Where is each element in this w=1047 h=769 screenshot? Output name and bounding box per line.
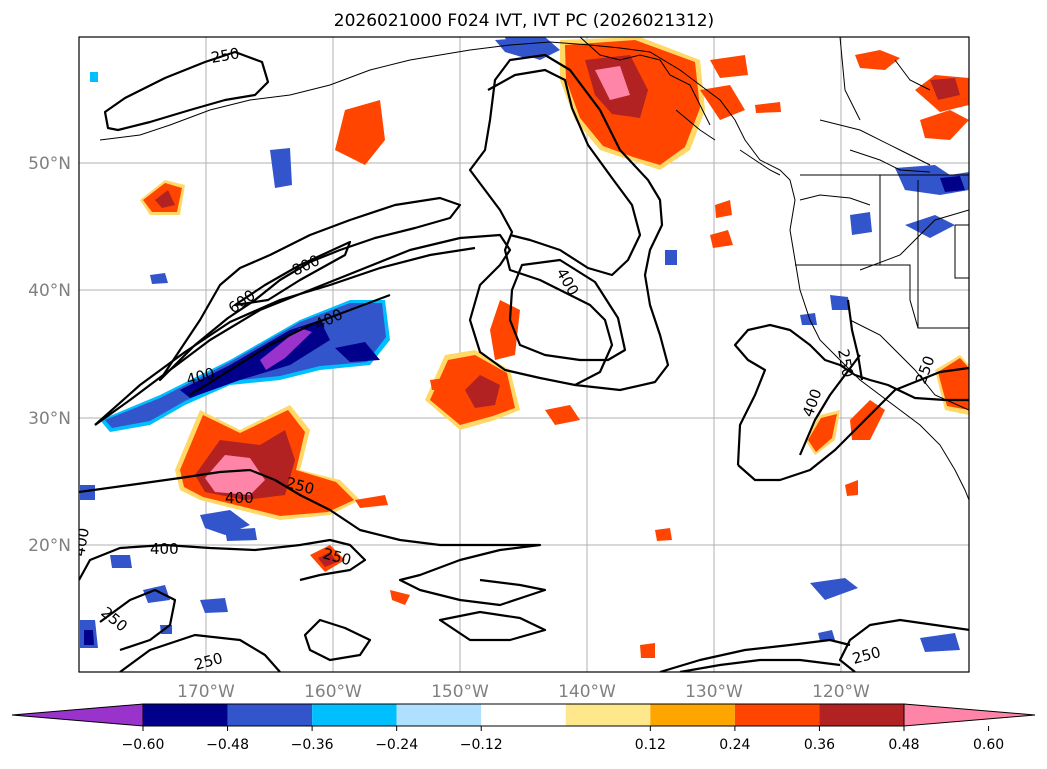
colorbar-extend-high — [903, 703, 1036, 727]
colorbar-segment — [396, 704, 482, 726]
colorbar-segment — [312, 704, 397, 726]
colorbar-tick-label: 0.24 — [719, 737, 750, 753]
colorbar-segment — [143, 704, 228, 726]
colorbar-segment — [565, 704, 651, 726]
contour-label: 400 — [225, 489, 254, 507]
lon-tick-label: 150°W — [431, 682, 489, 702]
coastlines — [99, 37, 969, 501]
contour-label: 250 — [834, 348, 857, 379]
lat-tick-labels: 50°N 40°N 30°N 20°N — [28, 154, 71, 556]
contour-label: 400 — [150, 540, 179, 558]
lat-tick-label: 50°N — [28, 154, 71, 174]
lon-tick-label: 160°W — [304, 682, 362, 702]
colorbar-frame — [142, 703, 905, 727]
lon-tick-label: 130°W — [685, 682, 743, 702]
lon-tick-label: 120°W — [812, 682, 870, 702]
lat-tick-label: 20°N — [28, 536, 71, 556]
lon-tick-labels: 170°W 160°W 150°W 140°W 130°W 120°W — [177, 682, 870, 702]
colorbar-tick-label: 0.48 — [888, 737, 919, 753]
negative-anomaly-fills — [80, 37, 969, 652]
colorbar-tick-label: −0.24 — [375, 737, 418, 753]
colorbar-segment — [227, 704, 313, 726]
colorbar-tick-label: 0.36 — [804, 737, 835, 753]
lon-tick-label: 140°W — [558, 682, 616, 702]
colorbar-tick-label: −0.48 — [206, 737, 249, 753]
colorbar-segment — [650, 704, 735, 726]
lat-tick-label: 40°N — [28, 281, 71, 301]
positive-anomaly-fills — [140, 37, 969, 658]
contour-label: 250 — [210, 44, 241, 67]
contour-label: 250 — [192, 649, 224, 674]
map-title: 2026021000 F024 IVT, IVT PC (2026021312) — [334, 11, 714, 31]
map-panel: 250 800 600 400 400 400 250 400 400 250 … — [79, 37, 969, 674]
map-frame — [78, 36, 970, 673]
colorbar-segment — [481, 704, 566, 726]
colorbar-tick-label: 0.60 — [973, 737, 1004, 753]
colorbar-segment — [819, 704, 904, 726]
colorbar-segment — [734, 704, 820, 726]
colorbar-tick-label: −0.60 — [122, 737, 165, 753]
lat-tick-label: 30°N — [28, 409, 71, 429]
colorbar-tick-label: −0.12 — [460, 737, 503, 753]
ivt-contours — [79, 50, 969, 672]
colorbar-tick-label: −0.36 — [291, 737, 334, 753]
lon-tick-label: 170°W — [177, 682, 235, 702]
colorbar: −0.60 −0.48 −0.36 −0.24 −0.12 0.12 0.24 0.36 0.4… — [11, 703, 1036, 753]
colorbar-extend-low — [11, 703, 144, 727]
colorbar-tick-label: 0.12 — [635, 737, 666, 753]
